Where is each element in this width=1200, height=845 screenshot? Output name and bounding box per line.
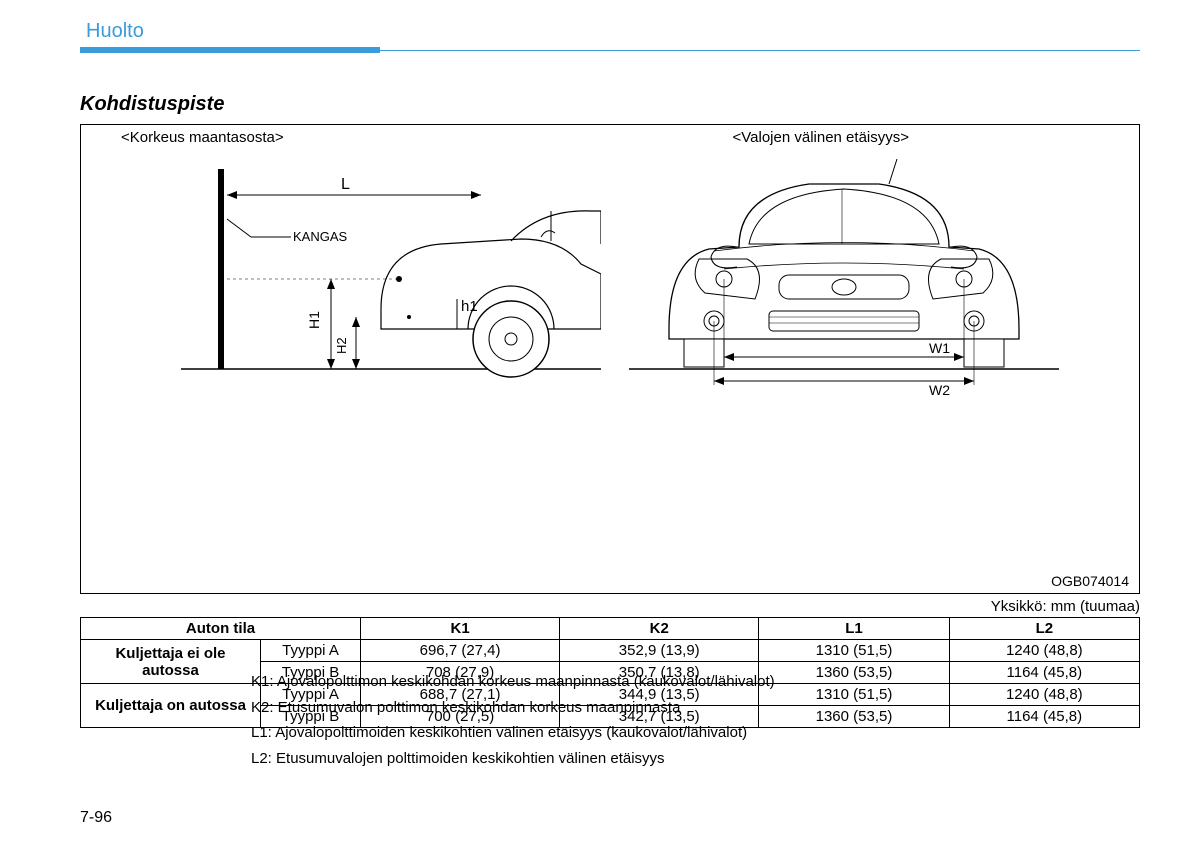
car-side-view: L KANGAS H1 [181, 149, 601, 389]
diagram-area: L KANGAS H1 [101, 139, 1119, 399]
label-kangas: KANGAS [293, 229, 348, 244]
th-l2: L2 [949, 618, 1139, 640]
th-k2: K2 [560, 618, 759, 640]
header-rule-thick [80, 47, 380, 53]
legend: K1: Ajovalopolttimon keskikohdan korkeus… [251, 669, 1119, 771]
page-header: Huolto [80, 20, 1140, 53]
legend-l1: L1: Ajovalopolttimoiden keskikohtien väl… [251, 720, 1119, 746]
legend-k2: K2: Etusumuvalon polttimon keskikohdan k… [251, 695, 1119, 721]
page-number: 7-96 [80, 809, 112, 827]
table-row: Kuljettaja ei ole autossa Tyyppi A 696,7… [81, 640, 1140, 662]
legend-l2: L2: Etusumuvalojen polttimoiden keskikoh… [251, 746, 1119, 772]
sub-heading: Kohdistuspiste [80, 93, 1140, 116]
diagram-container: <Korkeus maantasosta> <Valojen välinen e… [80, 124, 1140, 594]
th-k1: K1 [361, 618, 560, 640]
cell: 352,9 (13,9) [560, 640, 759, 662]
group1-label: Kuljettaja ei ole autossa [81, 640, 261, 684]
figure-code: OGB074014 [1051, 573, 1129, 589]
cell: 696,7 (27,4) [361, 640, 560, 662]
cell: 1310 (51,5) [759, 640, 949, 662]
label-H2: H2 [334, 337, 349, 354]
header-rule-thin [380, 50, 1140, 51]
car-front-view: W1 W2 [629, 139, 1059, 399]
group2-label: Kuljettaja on autossa [81, 684, 261, 728]
label-l: L [341, 176, 350, 193]
cell: 1240 (48,8) [949, 640, 1139, 662]
label-H1: H1 [306, 311, 322, 329]
header-rule [80, 47, 1140, 53]
label-W1: W1 [929, 340, 950, 356]
legend-k1: K1: Ajovalopolttimon keskikohdan korkeus… [251, 669, 1119, 695]
th-l1: L1 [759, 618, 949, 640]
table-header-row: Auton tila K1 K2 L1 L2 [81, 618, 1140, 640]
th-vehicle: Auton tila [81, 618, 361, 640]
label-h1: h1 [461, 298, 478, 315]
label-W2: W2 [929, 382, 950, 398]
section-title: Huolto [86, 20, 1140, 43]
unit-note: Yksikkö: mm (tuumaa) [80, 598, 1140, 615]
cell-type: Tyyppi A [261, 640, 361, 662]
